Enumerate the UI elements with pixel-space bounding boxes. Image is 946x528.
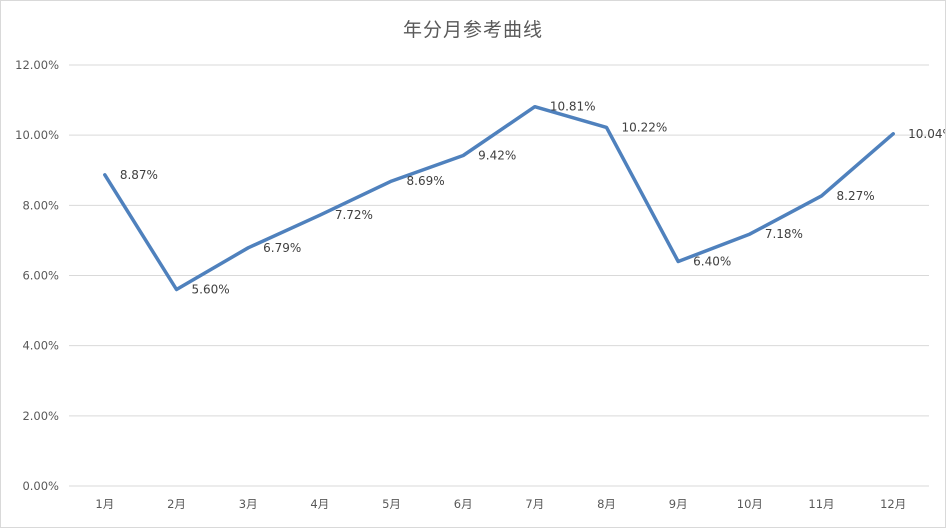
data-label: 8.87% (120, 168, 158, 182)
x-axis-ticks: 1月 2月 3月 4月 5月 6月 7月 8月 9月 10月 11月 12月 (95, 497, 906, 511)
gridlines (69, 64, 929, 487)
data-label: 6.79% (263, 241, 301, 255)
data-label: 9.42% (478, 149, 516, 163)
data-labels: 8.87% 5.60% 6.79% 7.72% 8.69% 9.42% 10.81% 10.2… (120, 100, 945, 297)
y-tick-label: 10.00% (15, 128, 59, 142)
data-label: 6.40% (693, 254, 731, 268)
data-label: 5.60% (192, 283, 230, 297)
y-axis-ticks: 0.00% 2.00% 4.00% 6.00% 8.00% 10.00% 12.00% (15, 58, 59, 493)
x-tick-label: 12月 (880, 497, 906, 511)
y-tick-label: 0.00% (22, 479, 59, 493)
chart-title: 年分月参考曲线 (402, 19, 543, 41)
data-label: 8.69% (407, 174, 445, 188)
data-label: 10.04% (908, 127, 945, 141)
y-tick-label: 6.00% (22, 269, 59, 283)
x-tick-label: 9月 (669, 497, 688, 511)
y-tick-label: 4.00% (22, 339, 59, 353)
data-label: 10.81% (550, 100, 596, 114)
x-tick-label: 6月 (454, 497, 473, 511)
x-tick-label: 11月 (808, 497, 834, 511)
x-tick-label: 7月 (525, 497, 544, 511)
x-tick-label: 4月 (310, 497, 329, 511)
series-line (103, 104, 895, 292)
x-tick-label: 1月 (95, 497, 114, 511)
data-label: 10.22% (622, 120, 668, 134)
data-label: 7.72% (335, 208, 373, 222)
x-tick-label: 5月 (382, 497, 401, 511)
x-tick-label: 3月 (239, 497, 258, 511)
data-label: 8.27% (837, 189, 875, 203)
series-line-group (103, 104, 895, 292)
x-tick-label: 2月 (167, 497, 186, 511)
y-tick-label: 12.00% (15, 58, 59, 72)
x-tick-label: 8月 (597, 497, 616, 511)
y-tick-label: 8.00% (22, 198, 59, 212)
y-tick-label: 2.00% (22, 409, 59, 423)
data-label: 7.18% (765, 227, 803, 241)
x-tick-label: 10月 (737, 497, 763, 511)
